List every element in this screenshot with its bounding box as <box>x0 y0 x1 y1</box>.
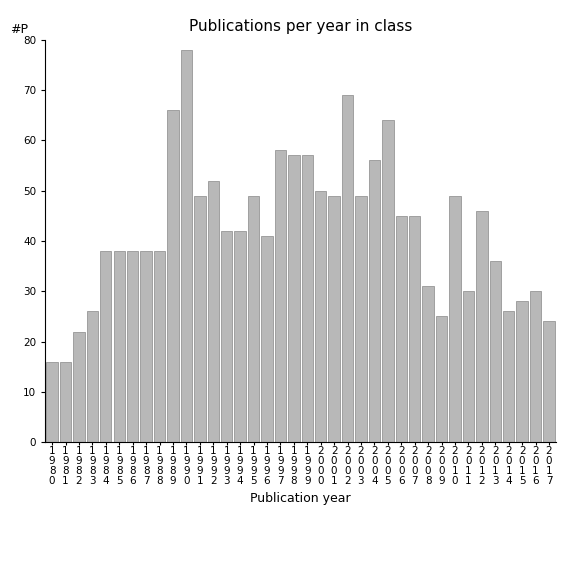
Bar <box>328 196 340 442</box>
Bar <box>100 251 112 442</box>
Bar <box>154 251 165 442</box>
Bar <box>369 160 380 442</box>
Bar <box>396 216 407 442</box>
Bar <box>382 120 393 442</box>
Bar <box>422 286 434 442</box>
Bar <box>449 196 460 442</box>
Bar <box>60 362 71 442</box>
Bar <box>274 150 286 442</box>
Bar <box>141 251 152 442</box>
Title: Publications per year in class: Publications per year in class <box>189 19 412 35</box>
Bar <box>476 211 488 442</box>
Bar <box>167 110 179 442</box>
Bar <box>248 196 259 442</box>
Text: #P: #P <box>10 23 28 36</box>
Bar <box>288 155 299 442</box>
Bar <box>315 191 327 442</box>
Bar <box>113 251 125 442</box>
Bar <box>261 236 273 442</box>
X-axis label: Publication year: Publication year <box>250 492 351 505</box>
Bar <box>194 196 205 442</box>
Bar <box>221 231 232 442</box>
Bar <box>356 196 367 442</box>
Bar <box>489 261 501 442</box>
Bar <box>436 316 447 442</box>
Bar <box>342 95 353 442</box>
Bar <box>208 180 219 442</box>
Bar <box>302 155 313 442</box>
Bar <box>543 321 555 442</box>
Bar <box>73 332 84 442</box>
Bar <box>517 302 528 442</box>
Bar <box>234 231 246 442</box>
Bar <box>127 251 138 442</box>
Bar <box>181 50 192 442</box>
Bar <box>530 291 541 442</box>
Bar <box>503 311 514 442</box>
Bar <box>87 311 98 442</box>
Bar <box>409 216 420 442</box>
Bar <box>46 362 58 442</box>
Bar <box>463 291 474 442</box>
